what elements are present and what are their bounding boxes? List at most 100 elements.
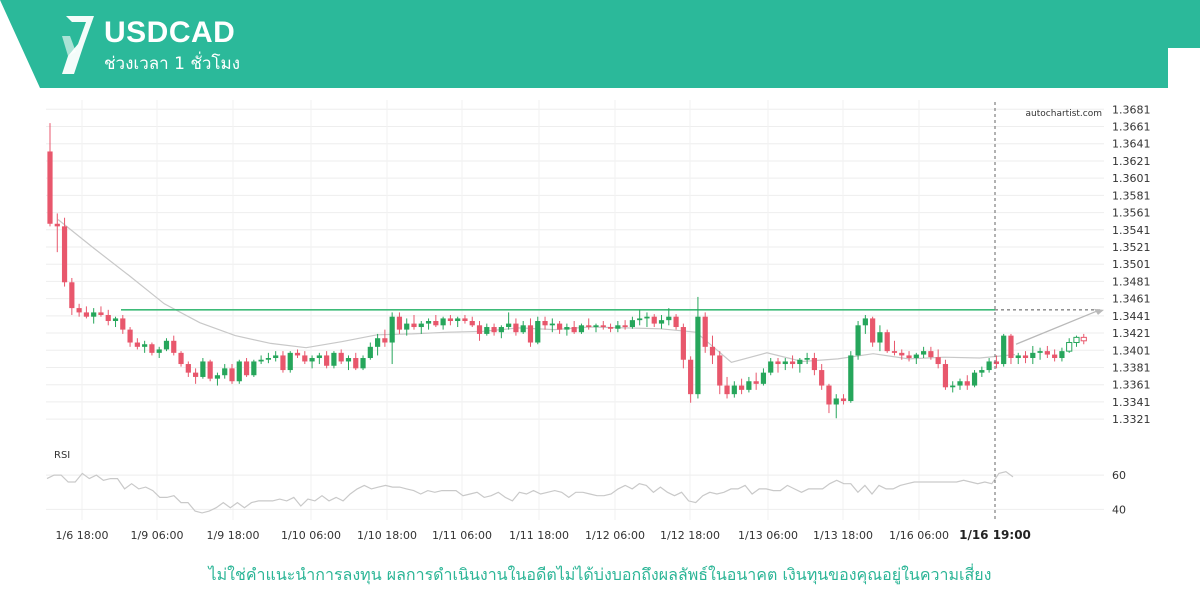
candle — [389, 312, 395, 365]
candle — [928, 346, 934, 360]
candle-body — [695, 316, 701, 395]
candle-body — [637, 318, 643, 321]
candle — [236, 359, 242, 384]
candle — [258, 355, 264, 365]
candle — [382, 329, 388, 347]
candle-body — [1080, 336, 1087, 342]
candle-body — [375, 338, 381, 347]
candle — [840, 394, 847, 405]
candle — [717, 351, 723, 395]
candle — [731, 381, 737, 398]
candle — [709, 335, 716, 365]
candle-body — [557, 323, 563, 330]
candle — [688, 356, 694, 403]
candle-body — [615, 325, 621, 329]
rsi-panel: RSI 60 40 — [46, 450, 1126, 516]
candle — [324, 351, 330, 369]
candle-body — [600, 325, 606, 328]
candle — [54, 213, 60, 253]
candle — [91, 308, 97, 324]
candle-body — [1008, 335, 1014, 359]
candle-body — [178, 352, 184, 365]
candle — [193, 368, 199, 384]
candle — [804, 352, 810, 365]
candle — [447, 314, 453, 326]
candle-body — [651, 316, 657, 324]
candle-body — [593, 325, 599, 328]
candle-body — [1037, 351, 1043, 353]
candle — [404, 318, 410, 336]
price-tick-label: 1.3481 — [1112, 275, 1151, 288]
candle — [637, 309, 643, 326]
price-tick-label: 1.3421 — [1112, 327, 1151, 340]
candle-body — [440, 318, 446, 326]
candle-body — [83, 312, 89, 317]
candle — [921, 346, 927, 359]
candle — [163, 338, 170, 352]
candle-body — [185, 364, 191, 373]
candle — [375, 333, 381, 356]
candle-body — [396, 316, 403, 330]
candle-body — [294, 352, 301, 356]
candle — [993, 355, 999, 369]
time-tick-label: 1/9 06:00 — [131, 529, 184, 542]
candle — [229, 364, 235, 384]
candle-body — [913, 354, 919, 359]
candle-body — [731, 385, 737, 395]
time-tick-label: 1/11 06:00 — [432, 529, 492, 542]
time-tick-label: 1/11 18:00 — [509, 529, 569, 542]
rsi-label: RSI — [54, 450, 70, 461]
candle-body — [1052, 354, 1058, 359]
candle — [200, 358, 206, 379]
candle-body — [513, 323, 519, 333]
candle — [1080, 333, 1087, 345]
price-chart: 1.3681 1.3661 1.3641 1.3621 1.3601 1.3581 1.35… — [46, 100, 1151, 542]
price-tick-label: 1.3601 — [1112, 172, 1151, 185]
candle-body — [746, 381, 752, 390]
time-axis: 1/6 18:00 1/9 06:00 1/9 18:00 1/10 06:00 1/1… — [56, 528, 1031, 542]
candle-body — [367, 346, 373, 359]
candle — [964, 375, 970, 390]
candle-body — [971, 372, 978, 386]
projection-line — [1015, 309, 1101, 345]
candle-body — [535, 321, 541, 343]
candle-body — [447, 318, 453, 322]
candle — [506, 312, 512, 330]
risk-disclaimer: ไม่ใช่คำแนะนำการลงทุน ผลการดำเนินงานในอด… — [208, 565, 992, 584]
candle-body — [964, 381, 970, 386]
candle — [156, 346, 162, 359]
rsi-tick-label: 40 — [1112, 503, 1126, 516]
candle — [971, 370, 978, 388]
candle-body — [265, 358, 271, 360]
candle — [666, 308, 672, 326]
candle-body — [156, 349, 162, 353]
price-tick-label: 1.3521 — [1112, 241, 1151, 254]
price-tick-label: 1.3341 — [1112, 396, 1151, 409]
candle — [491, 323, 497, 336]
candle — [600, 321, 606, 330]
candle-body — [163, 340, 170, 350]
candle — [520, 321, 526, 334]
candle — [542, 316, 548, 330]
candle-body — [193, 372, 199, 377]
price-tick-label: 1.3681 — [1112, 103, 1151, 116]
candle — [498, 325, 504, 339]
candle-body — [848, 355, 854, 402]
candle — [702, 312, 708, 353]
candle — [418, 321, 424, 334]
candle — [251, 359, 257, 377]
time-tick-label: 1/10 18:00 — [357, 529, 417, 542]
candle-body — [338, 352, 344, 362]
candle-body — [280, 355, 286, 371]
candle — [1008, 333, 1014, 365]
price-axis: 1.3681 1.3661 1.3641 1.3621 1.3601 1.3581 1.35… — [1112, 103, 1151, 426]
candle-body — [98, 312, 104, 315]
price-tick-label: 1.3381 — [1112, 361, 1151, 374]
candle-body — [542, 321, 548, 326]
candle-body — [870, 318, 876, 343]
rsi-tick-label: 60 — [1112, 469, 1126, 482]
candle-body — [775, 361, 781, 365]
candle — [178, 351, 184, 367]
candle — [746, 376, 752, 393]
candle — [1044, 345, 1050, 359]
